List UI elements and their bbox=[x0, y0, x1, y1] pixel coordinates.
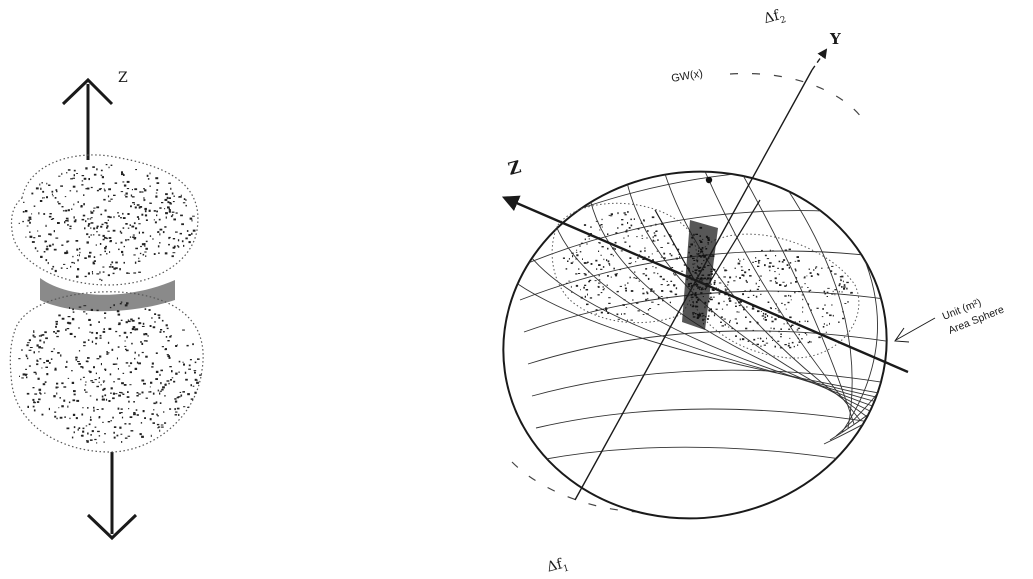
sphere-grid bbox=[480, 146, 910, 471]
right-sphere-figure: Z Y Δf2 Δf1 GW(x) Unit (m²) Area Sphere bbox=[480, 6, 1006, 579]
sphere-label-pointer bbox=[895, 317, 936, 341]
right-dense-center bbox=[682, 220, 718, 330]
right-z-axis-label: Z bbox=[506, 157, 523, 180]
delta-f-top-label: Δf2 bbox=[762, 6, 787, 30]
left-z-axis-label: Z bbox=[118, 70, 128, 86]
svg-text:Δf2: Δf2 bbox=[762, 6, 787, 30]
right-right-lobe bbox=[690, 233, 860, 359]
outer-arc-bottom bbox=[511, 461, 641, 513]
y-axis-label: Y bbox=[829, 30, 841, 48]
left-lower-lobe bbox=[9, 291, 204, 453]
sphere-label-pointer-head bbox=[894, 327, 910, 343]
left-upper-lobe bbox=[10, 154, 199, 286]
left-z-arrowhead-up bbox=[61, 77, 114, 106]
gw-label: GW(x) bbox=[670, 68, 703, 85]
left-dipole-figure: Z bbox=[9, 70, 204, 541]
center-vector-line bbox=[654, 209, 701, 291]
long-axis-line bbox=[574, 69, 813, 501]
center-radial-line bbox=[704, 199, 761, 291]
outer-arc-top bbox=[729, 72, 863, 119]
z-axis-line bbox=[501, 195, 909, 374]
delta-f-bottom-label: Δf1 bbox=[545, 555, 570, 579]
svg-text:Δf1: Δf1 bbox=[545, 555, 570, 579]
right-left-lobe bbox=[551, 202, 698, 324]
left-z-arrowhead-down bbox=[86, 513, 138, 541]
unit-area-sphere bbox=[502, 170, 888, 520]
observation-point bbox=[705, 176, 713, 184]
left-lobe-waist bbox=[40, 278, 175, 312]
y-axis-dashed bbox=[811, 48, 828, 71]
